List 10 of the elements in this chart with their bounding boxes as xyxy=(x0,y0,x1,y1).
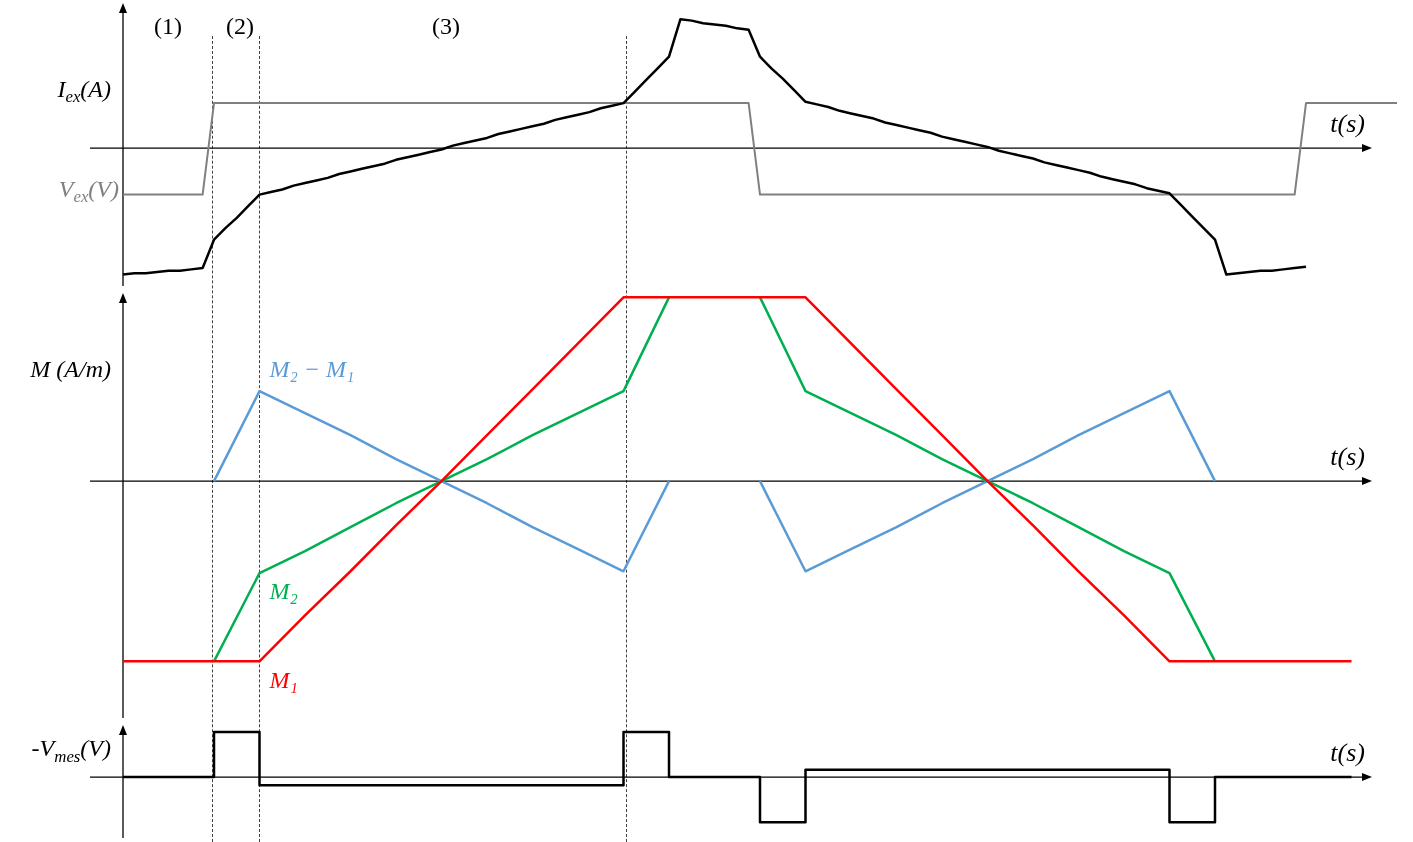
series-label: M₂ − M₁ xyxy=(268,356,355,383)
series-label: M₁ xyxy=(268,666,298,693)
series-label: M₂ xyxy=(268,578,298,605)
annotation: (1) xyxy=(154,13,182,40)
x-axis-title: t(s) xyxy=(1330,109,1366,139)
x-axis-title: t(s) xyxy=(1330,737,1366,767)
annotation: (2) xyxy=(226,13,254,40)
x-axis-title: t(s) xyxy=(1330,442,1366,472)
annotation: (3) xyxy=(432,13,460,40)
y-axis-title: M (A/m) xyxy=(29,356,112,383)
